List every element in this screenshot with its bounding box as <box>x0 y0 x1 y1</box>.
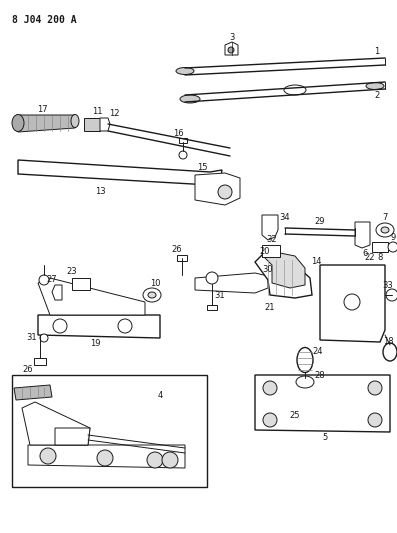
Text: 6: 6 <box>362 248 368 257</box>
Polygon shape <box>355 222 370 248</box>
Polygon shape <box>38 315 160 338</box>
Ellipse shape <box>284 85 306 95</box>
Text: 23: 23 <box>67 268 77 277</box>
Text: 10: 10 <box>150 279 160 287</box>
Text: 9: 9 <box>390 233 396 243</box>
Bar <box>207 305 217 310</box>
Text: 29: 29 <box>315 217 325 227</box>
Ellipse shape <box>148 292 156 298</box>
Text: 17: 17 <box>37 106 47 115</box>
Polygon shape <box>262 215 278 240</box>
Circle shape <box>344 294 360 310</box>
Ellipse shape <box>381 227 389 233</box>
Polygon shape <box>18 115 75 132</box>
Circle shape <box>39 275 49 285</box>
Circle shape <box>263 381 277 395</box>
Circle shape <box>147 452 163 468</box>
Text: 31: 31 <box>215 290 225 300</box>
Circle shape <box>228 47 234 53</box>
Circle shape <box>40 448 56 464</box>
Bar <box>179 138 187 143</box>
Text: 19: 19 <box>90 338 100 348</box>
Ellipse shape <box>297 348 313 373</box>
Text: 33: 33 <box>383 280 393 289</box>
Ellipse shape <box>383 343 397 361</box>
Polygon shape <box>255 255 312 298</box>
Polygon shape <box>100 118 110 131</box>
Text: 34: 34 <box>280 214 290 222</box>
Polygon shape <box>28 445 185 468</box>
Circle shape <box>118 319 132 333</box>
Circle shape <box>179 151 187 159</box>
Text: 3: 3 <box>229 34 235 43</box>
Ellipse shape <box>71 115 79 127</box>
Circle shape <box>206 272 218 284</box>
Polygon shape <box>18 160 222 185</box>
Polygon shape <box>208 182 228 196</box>
Circle shape <box>218 185 232 199</box>
Text: 15: 15 <box>197 164 207 173</box>
Text: 1: 1 <box>374 47 380 56</box>
Text: 14: 14 <box>311 257 321 266</box>
Bar <box>372 242 388 252</box>
Text: 8: 8 <box>377 253 383 262</box>
Polygon shape <box>195 173 240 205</box>
Ellipse shape <box>143 288 161 302</box>
Circle shape <box>97 450 113 466</box>
Circle shape <box>368 381 382 395</box>
Text: 7: 7 <box>382 214 388 222</box>
Bar <box>262 245 280 257</box>
Circle shape <box>368 413 382 427</box>
Circle shape <box>162 452 178 468</box>
Polygon shape <box>22 402 90 445</box>
Text: 26: 26 <box>172 246 182 254</box>
Polygon shape <box>225 42 238 55</box>
Polygon shape <box>14 385 52 400</box>
Text: 4: 4 <box>157 391 163 400</box>
Polygon shape <box>52 285 62 300</box>
Text: 28: 28 <box>315 370 325 379</box>
Circle shape <box>53 319 67 333</box>
Text: 5: 5 <box>322 432 328 441</box>
Text: 18: 18 <box>383 337 393 346</box>
Circle shape <box>263 413 277 427</box>
Bar <box>177 255 187 261</box>
Bar <box>84 118 100 131</box>
Ellipse shape <box>176 68 194 75</box>
Text: 27: 27 <box>47 276 57 285</box>
Text: 30: 30 <box>263 265 273 274</box>
Ellipse shape <box>180 95 200 103</box>
Circle shape <box>40 334 48 342</box>
Polygon shape <box>55 428 90 445</box>
Text: 24: 24 <box>313 348 323 357</box>
Polygon shape <box>195 273 268 293</box>
Text: 8 J04 200 A: 8 J04 200 A <box>12 15 77 25</box>
Text: 31: 31 <box>27 334 37 343</box>
Circle shape <box>388 242 397 252</box>
Bar <box>12 375 207 487</box>
Text: 12: 12 <box>109 109 119 117</box>
Circle shape <box>386 289 397 301</box>
Polygon shape <box>255 375 390 432</box>
Ellipse shape <box>376 223 394 237</box>
Text: 13: 13 <box>95 188 105 197</box>
Text: 16: 16 <box>173 128 183 138</box>
Bar <box>34 358 46 365</box>
Polygon shape <box>38 278 145 315</box>
Text: 26: 26 <box>23 366 33 375</box>
Ellipse shape <box>12 115 24 132</box>
Text: 25: 25 <box>290 410 300 419</box>
Ellipse shape <box>296 376 314 388</box>
Text: 20: 20 <box>260 247 270 256</box>
Text: 32: 32 <box>267 236 278 245</box>
Text: 21: 21 <box>265 303 275 312</box>
Ellipse shape <box>366 83 384 90</box>
Polygon shape <box>320 265 385 342</box>
Text: 2: 2 <box>374 91 380 100</box>
Polygon shape <box>265 252 305 288</box>
Polygon shape <box>268 272 285 292</box>
Text: 11: 11 <box>92 108 102 117</box>
Bar <box>72 278 90 290</box>
Text: 22: 22 <box>365 254 375 262</box>
